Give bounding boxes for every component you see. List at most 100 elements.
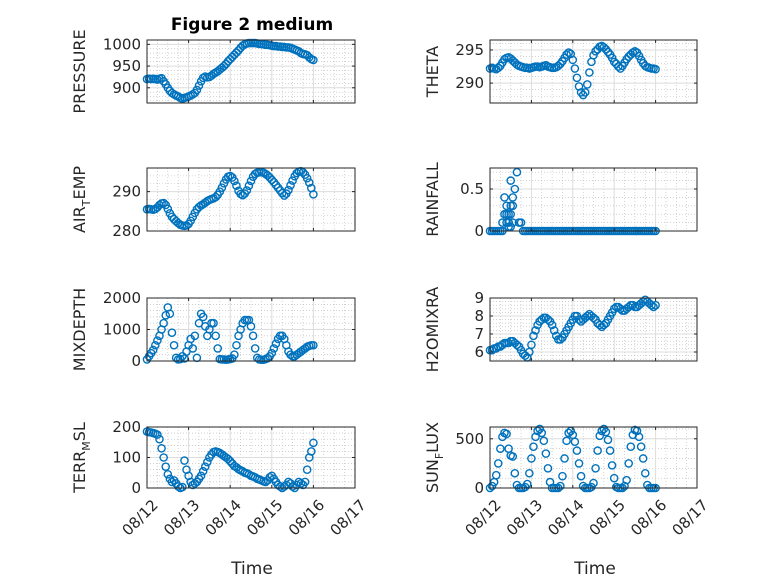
terr-msl-xtick-label: 08/14	[202, 496, 245, 539]
sun-flux-point	[537, 428, 547, 438]
air-temp-point	[309, 190, 318, 199]
h2omixra-point	[487, 345, 497, 355]
terr-msl-point	[161, 462, 171, 471]
theta-markers	[485, 41, 660, 100]
sun-flux-point	[564, 428, 573, 438]
air-temp-point	[155, 200, 164, 210]
terr-msl-point	[196, 471, 206, 481]
rainfall-ytick-label: 0	[474, 222, 484, 240]
pressure-ytick-label: 900	[112, 79, 141, 97]
h2omixra-point	[556, 335, 565, 344]
theta-point	[564, 48, 573, 57]
terr-msl-point	[296, 479, 306, 488]
sun-flux-point	[493, 459, 503, 468]
sun-flux-point	[541, 449, 551, 458]
air-temp-point	[265, 173, 275, 182]
mixdepth-ytick-label: 1000	[103, 321, 141, 339]
sun-flux-xtick-label: 08/14	[544, 496, 587, 539]
mixdepth-ytick-label: 2000	[103, 289, 141, 307]
h2omixra-point	[628, 300, 638, 310]
theta-point	[614, 62, 623, 71]
sun-flux-point	[570, 437, 580, 447]
air-temp-point	[288, 176, 297, 185]
terr-msl-point	[302, 465, 312, 475]
mixdepth-point	[148, 345, 158, 355]
air-temp-point	[242, 186, 252, 195]
h2omixra-point	[549, 326, 559, 335]
h2omixra-point	[504, 338, 513, 348]
theta-axes-box	[489, 39, 698, 104]
sun-flux-point	[562, 436, 571, 446]
theta-axes: 290 295 THETA	[423, 39, 698, 104]
h2omixra-point	[609, 304, 619, 314]
air-temp-point	[284, 185, 293, 195]
h2omixra-axes-box	[489, 297, 698, 362]
figure-title: Figure 2 medium	[171, 15, 333, 35]
terr-msl-point	[155, 434, 164, 444]
sun-flux-point	[634, 432, 644, 442]
air-temp-point	[238, 190, 247, 200]
h2omixra-ytick-label: 7	[474, 325, 484, 343]
sun-flux-point	[622, 475, 631, 485]
terr-msl-xtick-label: 08/15	[243, 496, 286, 539]
terr-msl-point	[307, 447, 316, 456]
sun-flux-xtick-label: 08/12	[461, 496, 504, 539]
pressure-point	[192, 85, 202, 95]
sun-flux-axes: 0 500 SUNFLUX 08/1208/1308/1408/1508/1608/1…	[423, 422, 712, 539]
pressure-point	[221, 59, 231, 69]
rainfall-point	[506, 176, 516, 185]
mixdepth-point	[213, 344, 223, 353]
terr-msl-point	[300, 477, 310, 487]
air-temp-point	[232, 181, 241, 191]
mixdepth-point	[159, 318, 168, 328]
pressure-point	[194, 81, 204, 90]
sun-flux-point	[556, 481, 565, 491]
terr-msl-point	[153, 430, 162, 439]
sun-flux-xtick-label: 08/15	[586, 496, 629, 539]
pressure-axes: 900 950 1000 PRESSURE	[70, 29, 356, 114]
air-temp-point	[211, 192, 220, 202]
sun-flux-point	[491, 470, 501, 480]
h2omixra-ytick-label: 9	[474, 289, 484, 307]
terr-msl-point	[157, 444, 166, 453]
mixdepth-point	[267, 348, 277, 358]
mixdepth-point	[178, 351, 187, 361]
theta-point	[572, 73, 582, 83]
theta-point	[570, 64, 580, 73]
terr-msl-ylabel: TERRMSL	[70, 422, 93, 494]
rainfall-point	[504, 222, 513, 232]
air-temp-point	[230, 176, 239, 186]
rainfall-point	[516, 218, 526, 227]
terr-msl-point	[198, 466, 208, 476]
pressure-point	[219, 61, 229, 71]
terr-msl-ytick-label: 100	[112, 449, 141, 467]
h2omixra-point	[589, 313, 598, 323]
terr-msl-point	[178, 482, 187, 492]
terr-msl-point	[167, 477, 177, 487]
air-temp-point	[182, 221, 191, 230]
sun-flux-point	[601, 427, 611, 437]
terr-msl-xtick-label: 08/16	[285, 496, 328, 539]
h2omixra-point	[547, 320, 557, 330]
h2omixra-markers	[485, 295, 660, 362]
sun-flux-ytick-label: 500	[455, 430, 484, 448]
mixdepth-ylabel: MIXDEPTH	[70, 288, 89, 371]
sun-flux-axes-box	[489, 426, 698, 489]
h2omixra-point	[537, 315, 547, 324]
sun-flux-point	[525, 468, 534, 478]
air-temp-point	[163, 204, 173, 214]
air-temp-point	[217, 183, 227, 192]
mixdepth-point	[246, 322, 256, 331]
sun-flux-point	[508, 452, 518, 461]
mixdepth-point	[269, 344, 279, 353]
air-temp-axes: 280 290 AIRTEMP	[70, 166, 356, 240]
air-temp-markers	[142, 166, 318, 231]
theta-point	[493, 63, 503, 73]
sun-flux-point	[636, 442, 646, 451]
mixdepth-point	[198, 312, 208, 322]
terr-msl-xtick-label: 08/13	[160, 496, 203, 539]
rainfall-point	[508, 193, 518, 202]
h2omixra-point	[543, 315, 553, 324]
mixdepth-point	[271, 339, 281, 348]
